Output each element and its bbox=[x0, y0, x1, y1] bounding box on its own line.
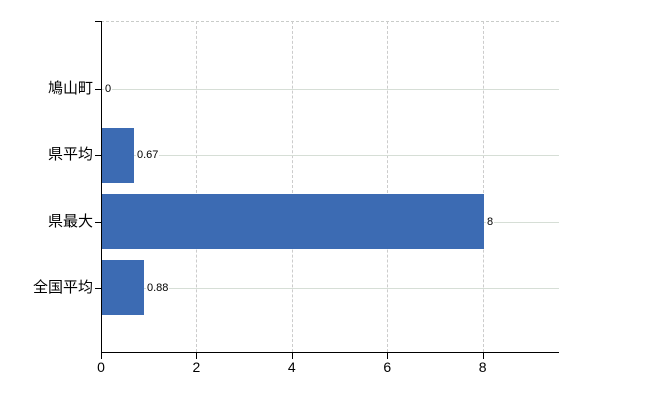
bar bbox=[102, 127, 134, 183]
x-tick-label: 4 bbox=[287, 359, 296, 375]
category-label: 県最大 bbox=[47, 212, 93, 230]
y-tick-mark bbox=[95, 221, 101, 223]
bar bbox=[102, 194, 484, 250]
value-label: 0 bbox=[104, 82, 113, 96]
y-tick-mark bbox=[95, 287, 101, 289]
category-label: 鳩山町 bbox=[47, 80, 93, 97]
x-tick-label: 6 bbox=[383, 359, 392, 375]
bar bbox=[102, 260, 144, 316]
x-tick-mark bbox=[291, 353, 293, 359]
x-tick-mark bbox=[196, 353, 198, 359]
value-label: 8 bbox=[486, 214, 495, 229]
y-axis-line bbox=[101, 21, 102, 352]
x-tick-label: 2 bbox=[192, 359, 201, 375]
v-gridline bbox=[291, 21, 293, 352]
y-tick-mark bbox=[95, 89, 101, 90]
h-gridline bbox=[102, 155, 559, 157]
category-label: 県平均 bbox=[47, 146, 93, 164]
h-gridline bbox=[102, 89, 559, 90]
x-tick-mark bbox=[101, 353, 102, 359]
value-label: 0.67 bbox=[136, 148, 160, 163]
x-tick-mark bbox=[482, 353, 484, 359]
v-gridline bbox=[196, 21, 198, 352]
x-tick-mark bbox=[387, 353, 389, 359]
x-tick-label: 8 bbox=[478, 359, 487, 375]
x-axis-line bbox=[101, 352, 559, 353]
h-gridline bbox=[102, 287, 559, 289]
category-label: 全国平均 bbox=[32, 278, 93, 296]
y-axis-top-tick-mark bbox=[95, 21, 101, 22]
value-label: 0.88 bbox=[146, 280, 170, 295]
plot-area bbox=[101, 21, 559, 353]
y-tick-mark bbox=[95, 155, 101, 157]
x-tick-label: 0 bbox=[97, 359, 105, 375]
v-gridline bbox=[387, 21, 389, 352]
v-gridline bbox=[482, 21, 484, 352]
